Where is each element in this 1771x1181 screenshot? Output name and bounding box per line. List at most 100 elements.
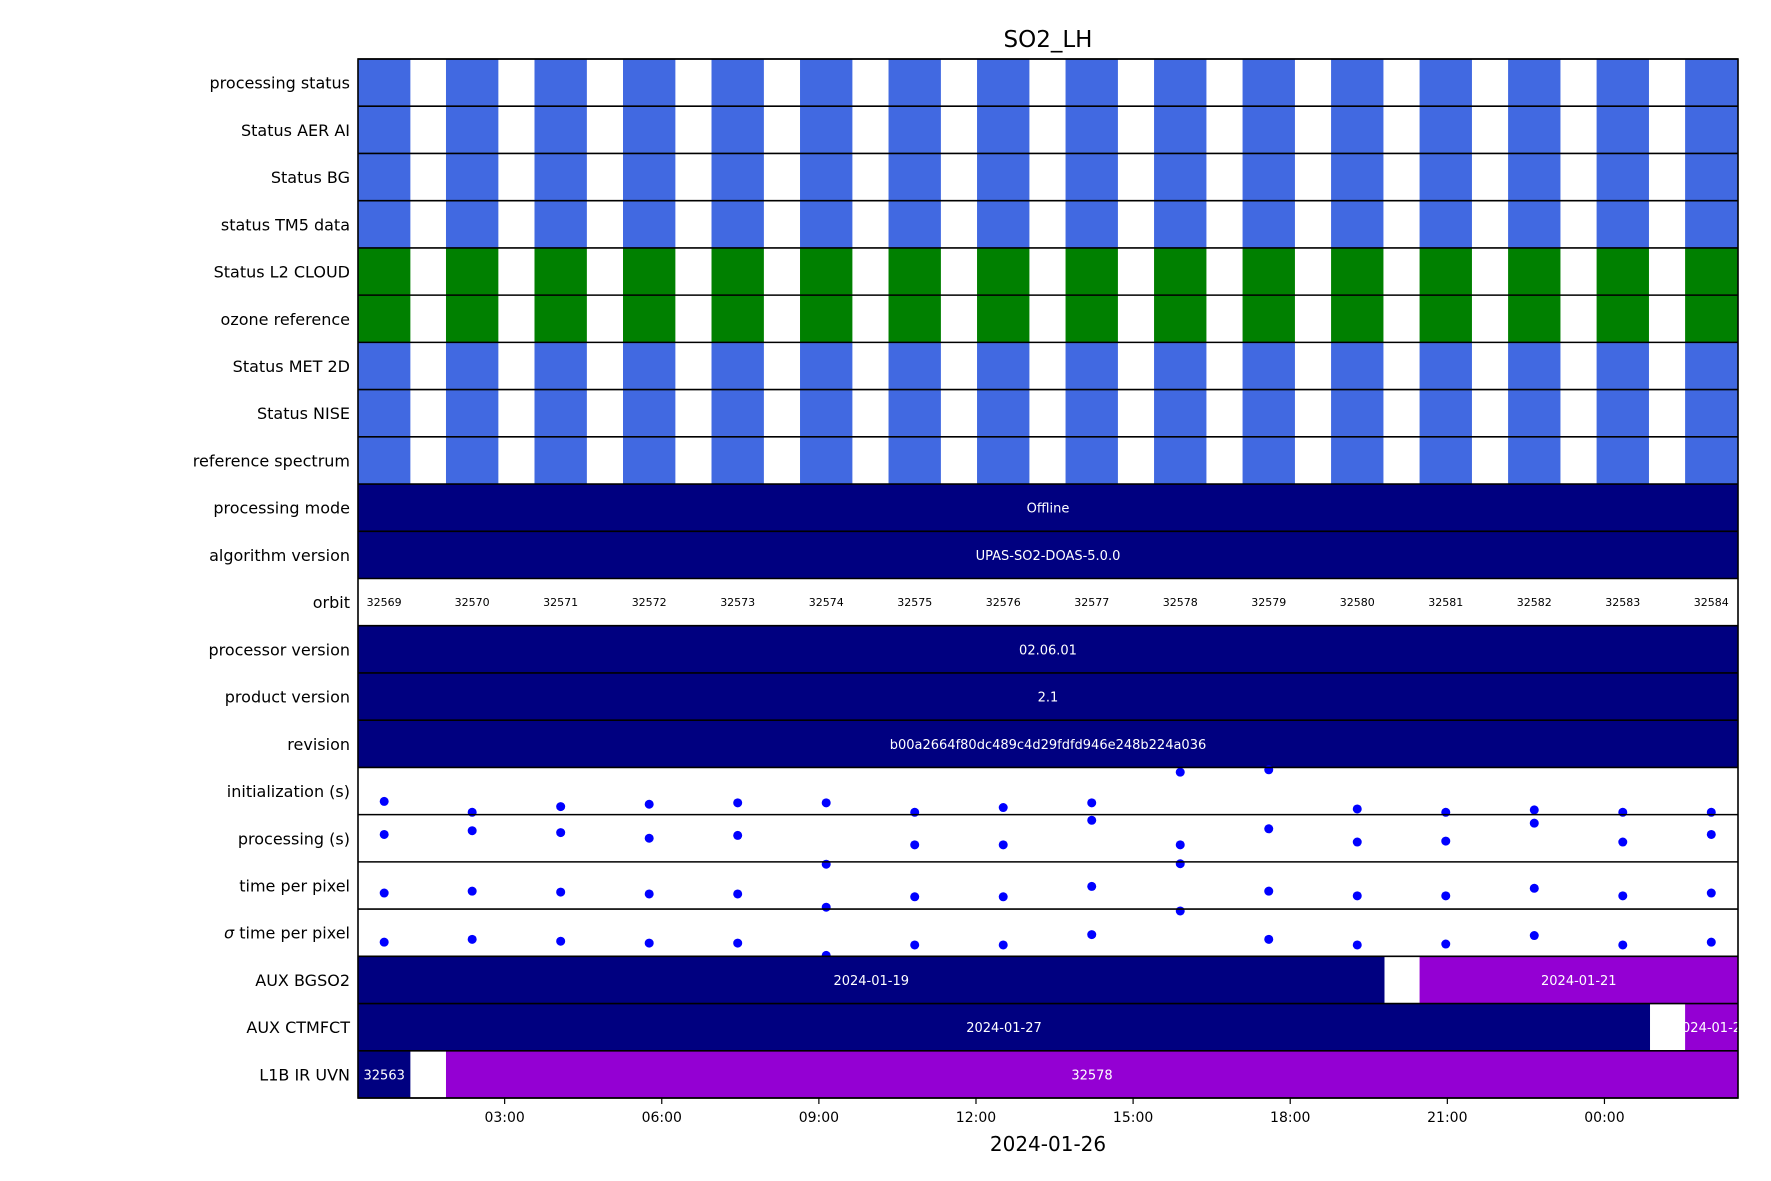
granule-bar <box>1154 106 1207 154</box>
row-status-l2-cloud <box>358 247 1738 296</box>
orbit-label: 32570 <box>455 596 490 609</box>
row-label-text: time per pixel <box>234 924 350 943</box>
data-point <box>1264 934 1274 944</box>
granule-bar <box>888 153 941 201</box>
granule-bar <box>800 389 853 437</box>
row-label: Status L2 CLOUD <box>214 263 350 282</box>
granule-bar <box>1065 200 1118 248</box>
row-labels: processing status Status AER AI Status BG s… <box>193 74 350 1085</box>
row-status-tm5-data <box>358 200 1738 248</box>
orbit-label: 32572 <box>632 596 667 609</box>
granule-bar <box>534 342 587 390</box>
row-l1b-ir-uvn: 32563 32578 <box>358 1050 1738 1098</box>
data-point <box>1352 891 1362 901</box>
granule-bar <box>888 436 941 485</box>
row-label: AUX CTMFCT <box>246 1018 350 1037</box>
span-bar <box>358 484 1738 532</box>
data-point <box>1618 837 1628 847</box>
data-point <box>1618 940 1628 950</box>
granule-bar <box>1065 436 1118 485</box>
granule-bar <box>888 389 941 437</box>
span-label: 2024-01-21 <box>1541 974 1617 989</box>
row-aux-bgso2: 2024-01-19 2024-01-21 <box>358 956 1738 1004</box>
row-label: orbit <box>313 593 350 612</box>
row-label: processing (s) <box>238 829 350 848</box>
data-point <box>1352 940 1362 950</box>
granule-bar <box>623 436 676 485</box>
granule-bar <box>711 200 764 248</box>
granule-bar <box>1154 295 1207 343</box>
data-point <box>644 889 654 899</box>
granule-bar <box>977 106 1030 154</box>
orbit-label: 32579 <box>1251 596 1286 609</box>
granule-bar <box>977 59 1030 107</box>
row-reference-spectrum <box>358 436 1738 485</box>
span-label: Offline <box>1027 502 1070 517</box>
granule-bar <box>711 295 764 343</box>
granule-bar <box>977 200 1030 248</box>
data-point <box>910 940 920 950</box>
row-label: ozone reference <box>221 310 350 329</box>
orbit-label: 32582 <box>1517 596 1552 609</box>
granule-bar <box>1331 59 1384 107</box>
row-label: status TM5 data <box>221 215 350 234</box>
data-point <box>1264 886 1274 896</box>
granule-bar <box>711 247 764 296</box>
data-point <box>644 799 654 809</box>
row-label: processing status <box>210 74 350 93</box>
granule-bar <box>1154 247 1207 296</box>
granule-bar <box>534 59 587 107</box>
granule-bar <box>1242 295 1295 343</box>
data-point <box>379 829 389 839</box>
data-point <box>998 940 1008 950</box>
data-point <box>379 888 389 898</box>
data-point <box>556 887 566 897</box>
granule-bar <box>623 153 676 201</box>
data-point <box>821 902 831 912</box>
granule-bar <box>1596 200 1649 248</box>
granule-bar <box>358 200 411 248</box>
data-point <box>1529 931 1539 941</box>
x-tick-label: 18:00 <box>1270 1110 1310 1126</box>
orbit-label: 32574 <box>809 596 844 609</box>
granule-bar <box>1331 389 1384 437</box>
x-tick-label: 15:00 <box>1113 1110 1153 1126</box>
data-point <box>1175 840 1185 850</box>
data-point <box>1529 818 1539 828</box>
granule-bar <box>1242 200 1295 248</box>
row-processing-status <box>358 59 1738 107</box>
x-tick-label: 06:00 <box>642 1110 682 1126</box>
granule-bar <box>888 200 941 248</box>
x-tick-label: 03:00 <box>484 1110 524 1126</box>
granule-bar <box>888 247 941 296</box>
granule-bar <box>1596 389 1649 437</box>
x-tick-label: 09:00 <box>799 1110 839 1126</box>
granule-bar <box>888 342 941 390</box>
data-point <box>467 826 477 836</box>
granule-bar <box>1331 342 1384 390</box>
row-revision: b00a2664f80dc489c4d29fdfd946e248b224a036 <box>358 720 1738 768</box>
granule-bar <box>1065 59 1118 107</box>
data-point <box>1706 888 1716 898</box>
granule-bar <box>1154 436 1207 485</box>
data-point <box>998 803 1008 813</box>
granule-bar <box>1419 106 1472 154</box>
x-tick-label: 12:00 <box>956 1110 996 1126</box>
granule-bar <box>1508 153 1561 201</box>
granule-bar <box>534 247 587 296</box>
granule-bar <box>1065 247 1118 296</box>
granule-bar <box>445 153 499 201</box>
granule-bar <box>1596 247 1649 296</box>
granule-bar <box>1596 59 1649 107</box>
granule-bar <box>445 342 499 390</box>
orbit-label: 32576 <box>986 596 1021 609</box>
granule-bar <box>1065 106 1118 154</box>
span-bar <box>358 1050 411 1098</box>
row-processor-version: 02.06.01 <box>358 625 1738 673</box>
granule-bar <box>534 153 587 201</box>
row-label: Status BG <box>271 168 350 187</box>
data-point <box>1618 891 1628 901</box>
granule-bar <box>1331 295 1384 343</box>
granule-bar <box>623 106 676 154</box>
row-label: L1B IR UVN <box>259 1065 350 1084</box>
